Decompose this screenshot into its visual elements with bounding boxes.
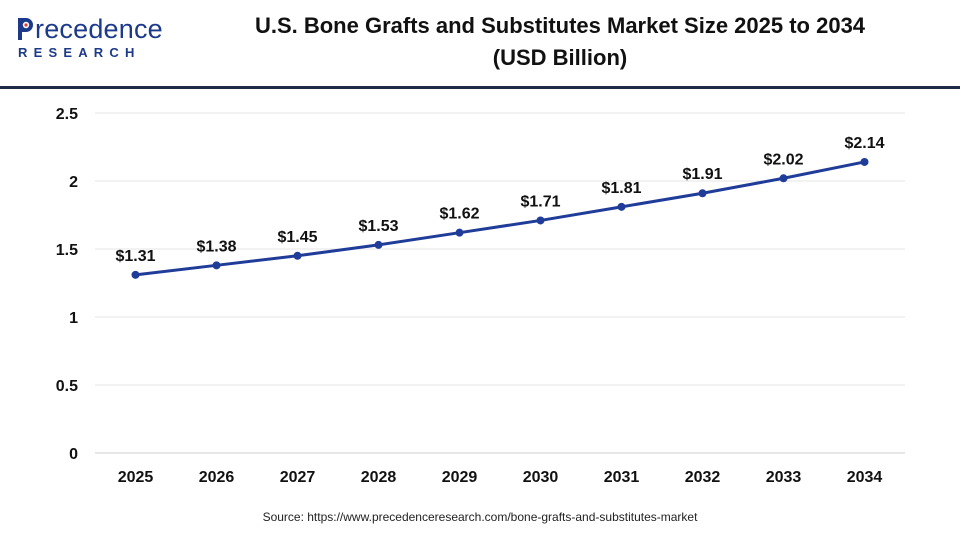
x-tick-label: 2034 (847, 469, 883, 486)
data-point (374, 240, 383, 249)
logo-wordmark: recedence (16, 14, 163, 45)
data-label: $1.81 (601, 180, 641, 197)
data-point (455, 228, 464, 237)
x-tick-label: 2028 (361, 469, 397, 486)
source-note: Source: https://www.precedenceresearch.c… (262, 510, 698, 524)
x-tick-label: 2033 (766, 469, 802, 486)
y-tick-label: 2 (69, 174, 78, 191)
x-tick-label: 2032 (685, 469, 721, 486)
chart-title-line-1: U.S. Bone Grafts and Substitutes Market … (254, 13, 866, 38)
header: recedence RESEARCH U.S. Bone Grafts and … (0, 0, 960, 86)
y-tick-label: 1.5 (56, 242, 78, 259)
y-tick-label: 2.5 (56, 106, 78, 123)
chart-area: 0 0.5 1 1.5 2 2.5 2025 2026 2027 2028 2029 2030 2031… (0, 89, 960, 540)
data-label: $1.53 (358, 218, 398, 235)
data-label: $1.91 (682, 166, 722, 183)
x-tick-label: 2025 (118, 469, 154, 486)
data-label: $2.14 (844, 135, 884, 152)
data-label: $2.02 (763, 151, 803, 168)
data-point (212, 261, 221, 270)
brand-logo[interactable]: recedence RESEARCH (16, 14, 166, 66)
y-tick-label: 0 (69, 446, 78, 463)
series-line-0 (135, 160, 865, 277)
data-label: $1.62 (439, 206, 479, 223)
logo-top-text: recedence (35, 14, 163, 44)
logo-subtext: RESEARCH (18, 45, 141, 60)
x-tick-label: 2026 (199, 469, 235, 486)
x-tick-label: 2030 (523, 469, 559, 486)
x-tick-label: 2031 (604, 469, 640, 486)
chart-title: U.S. Bone Grafts and Substitutes Market … (210, 10, 910, 74)
data-point (698, 189, 707, 198)
data-label: $1.71 (520, 193, 560, 210)
data-point (293, 251, 302, 260)
x-tick-label: 2029 (442, 469, 478, 486)
header-divider (0, 86, 960, 89)
logo-p-icon (18, 18, 33, 40)
data-point (779, 174, 788, 183)
y-tick-label: 1 (69, 310, 78, 327)
data-point (860, 157, 869, 166)
data-point (131, 270, 140, 279)
x-tick-label: 2027 (280, 469, 316, 486)
data-label: $1.45 (277, 229, 317, 246)
data-label: $1.38 (196, 238, 236, 255)
data-point (617, 202, 626, 211)
y-tick-label: 0.5 (56, 378, 78, 395)
data-point (536, 216, 545, 225)
line-chart: 0 0.5 1 1.5 2 2.5 2025 2026 2027 2028 2029 2030 2031… (56, 106, 905, 486)
chart-title-line-2: (USD Billion) (492, 45, 628, 70)
data-label: $1.31 (115, 248, 155, 265)
